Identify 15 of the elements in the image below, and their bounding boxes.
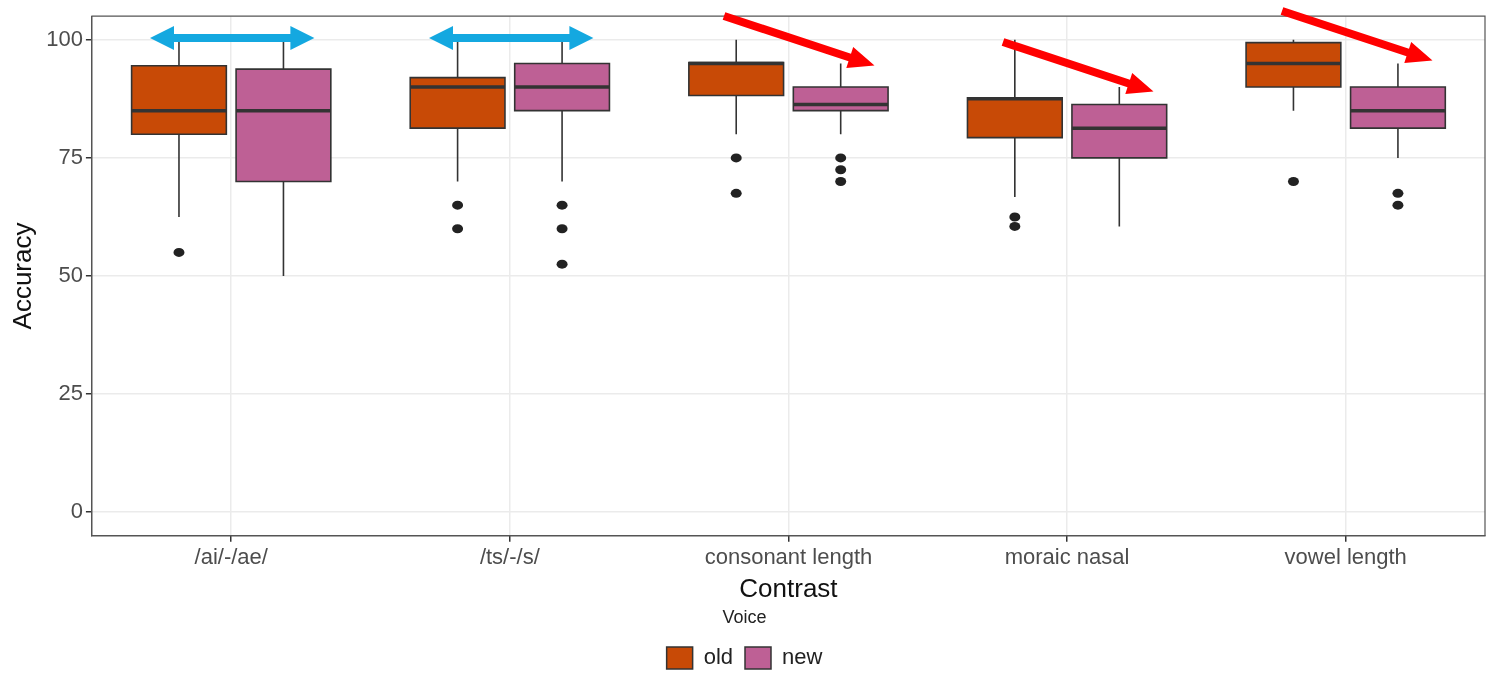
- x-tick-label: consonant length: [704, 544, 873, 570]
- legend-label: old: [703, 644, 733, 670]
- y-tick-label: 100: [46, 25, 83, 51]
- y-axis-title: Accuracy: [6, 222, 37, 330]
- x-tick-label: /ts/-/s/: [479, 544, 541, 570]
- legend-title: Voice: [722, 607, 767, 628]
- y-tick-label: 0: [70, 498, 83, 524]
- y-tick-label: 75: [58, 143, 83, 169]
- y-tick-label: 50: [58, 262, 83, 288]
- y-tick-label: 25: [58, 380, 83, 406]
- x-tick-label: /ai/-/ae/: [194, 544, 269, 570]
- x-tick-label: vowel length: [1284, 544, 1407, 570]
- legend-label: new: [782, 644, 823, 670]
- x-tick-label: moraic nasal: [1004, 544, 1130, 570]
- x-axis-title: Contrast: [739, 572, 839, 603]
